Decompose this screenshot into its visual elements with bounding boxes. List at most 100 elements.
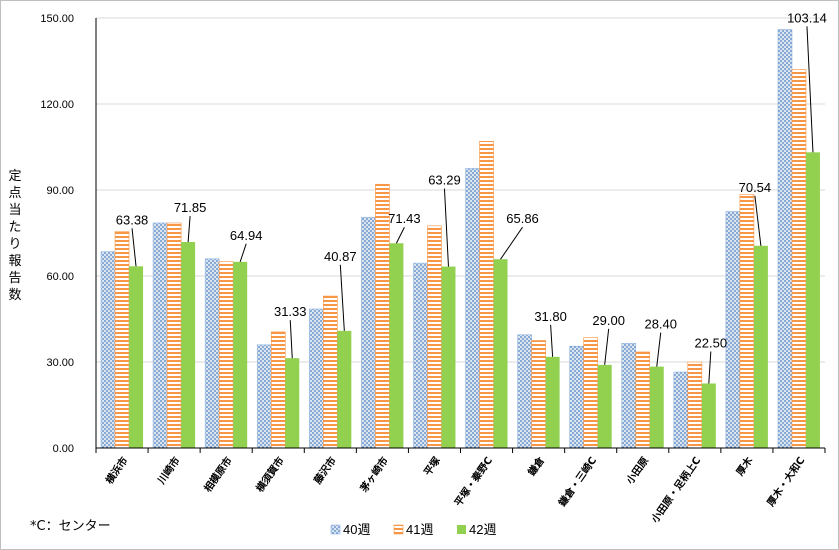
axes: 0.00 30.00 60.00 90.00 120.00 150.00	[40, 13, 826, 455]
bar-40週	[204, 258, 220, 449]
bar-40週	[777, 29, 793, 449]
data-label: 103.14	[787, 10, 827, 25]
leader-line	[656, 332, 662, 367]
leader-line	[187, 215, 191, 243]
leader-line	[550, 324, 554, 357]
y-tick-label: 30.00	[46, 357, 74, 369]
bar-40週	[725, 211, 741, 449]
legend-swatch	[393, 524, 404, 535]
bar-42週	[337, 330, 352, 448]
y-tick-label: 60.00	[46, 271, 74, 283]
bar-41週	[218, 261, 234, 449]
legend-entry: 40週	[343, 522, 370, 537]
bar-42週	[233, 261, 248, 448]
bar-40週	[621, 343, 637, 449]
bar-41週	[583, 337, 598, 449]
bar-42週	[649, 366, 664, 448]
bar-40週	[413, 262, 428, 449]
bar-42週	[493, 259, 508, 448]
bar-41週	[739, 194, 755, 449]
bar-41週	[687, 361, 703, 449]
legend: 40週 41週 42週	[330, 522, 496, 537]
leader-line	[708, 351, 712, 384]
bar-42週	[753, 245, 768, 448]
data-label: 65.86	[506, 211, 539, 226]
category-label: 平塚・秦野C	[451, 454, 495, 508]
category-labels: 横浜市 川崎市 相模原市 横須賀市 藤沢市 茅ヶ崎市 平塚 平塚・秦野C 鎌倉 鎌倉・三崎C 小田原…	[103, 453, 808, 525]
y-tick-label: 90.00	[46, 185, 74, 197]
bar-41週	[166, 222, 182, 449]
bars	[100, 29, 820, 449]
data-label: 31.80	[534, 309, 567, 324]
bar-40週	[361, 216, 376, 449]
y-axis-title-char: 報	[8, 254, 21, 269]
leader-line	[339, 264, 345, 331]
category-label: 茅ヶ崎市	[357, 454, 391, 494]
bar-40週	[673, 371, 689, 449]
bar-41週	[791, 69, 807, 449]
bar-41週	[427, 225, 442, 449]
bar-42週	[597, 364, 612, 448]
legend-swatch	[457, 525, 466, 534]
leader-line	[395, 227, 405, 244]
bar-42週	[389, 243, 404, 448]
category-label: 横須賀市	[253, 454, 287, 494]
leader-line	[131, 228, 137, 267]
y-axis-title-char: 告	[8, 271, 21, 286]
data-label: 22.50	[695, 336, 728, 351]
category-label: 藤沢市	[311, 454, 339, 486]
bar-41週	[270, 331, 286, 449]
data-label: 64.94	[230, 228, 263, 243]
leader-line	[500, 226, 523, 260]
bar-41週	[114, 231, 130, 449]
data-labels: 63.38 71.85 64.94 31.33 40.87 71.43 63.29 65.86…	[116, 10, 827, 384]
y-axis-title-char: 点	[8, 186, 21, 201]
data-label: 71.85	[174, 200, 207, 215]
bar-41週	[323, 295, 338, 449]
bar-40週	[256, 344, 272, 449]
legend-entry: 41週	[406, 522, 433, 537]
data-label: 40.87	[324, 249, 357, 264]
bar-40週	[465, 168, 480, 449]
data-label: 70.54	[739, 180, 772, 195]
bar-42週	[285, 358, 300, 448]
leader-line	[443, 188, 449, 267]
bar-42週	[545, 356, 560, 448]
bar-40週	[309, 308, 324, 449]
bar-40週	[152, 222, 168, 449]
category-label: 横浜市	[103, 454, 131, 486]
bar-40週	[100, 251, 116, 449]
bar-42週	[129, 266, 144, 448]
category-label: 小田原・足柄上C	[648, 454, 704, 526]
category-label: 川崎市	[154, 454, 182, 487]
y-axis-title-char: 数	[8, 288, 21, 303]
bar-41週	[531, 340, 546, 449]
data-label: 29.00	[592, 313, 625, 328]
bar-40週	[517, 334, 532, 449]
y-axis-title-char: た	[8, 220, 21, 235]
y-tick-label: 150.00	[40, 13, 74, 25]
category-label: 小田原	[623, 454, 651, 487]
bar-41週	[479, 140, 494, 449]
leader-line	[289, 320, 293, 359]
data-label: 63.38	[116, 212, 149, 227]
y-axis-title-char: 定	[8, 169, 21, 184]
bar-42週	[441, 266, 456, 448]
data-label: 71.43	[388, 211, 421, 226]
data-label: 31.33	[274, 304, 307, 319]
leader-line	[806, 26, 814, 153]
data-label: 63.29	[428, 173, 461, 188]
bar-42週	[181, 242, 196, 448]
bar-41週	[635, 351, 651, 449]
category-label: 厚木・大和C	[764, 454, 808, 508]
bar-42週	[701, 383, 716, 448]
y-axis-title-char: 当	[8, 203, 21, 218]
leader-line	[239, 243, 247, 262]
leader-line	[754, 195, 762, 246]
bar-40週	[569, 345, 584, 449]
legend-entry: 42週	[469, 522, 496, 537]
category-label: 相模原市	[201, 454, 235, 494]
bar-42週	[805, 152, 820, 448]
